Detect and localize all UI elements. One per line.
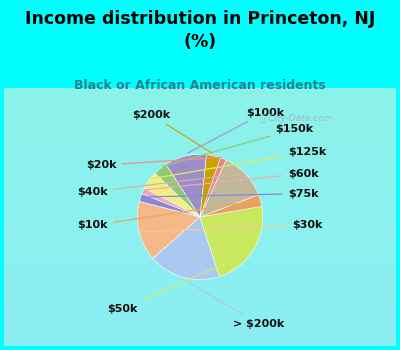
Wedge shape <box>166 154 206 217</box>
Text: $60k: $60k <box>144 169 318 190</box>
Wedge shape <box>200 158 226 217</box>
Wedge shape <box>153 217 220 280</box>
Text: Income distribution in Princeton, NJ
(%): Income distribution in Princeton, NJ (%) <box>25 10 375 51</box>
Wedge shape <box>139 194 200 217</box>
Wedge shape <box>200 195 262 217</box>
Wedge shape <box>200 160 258 217</box>
Text: > $200k: > $200k <box>186 280 285 329</box>
Wedge shape <box>200 206 263 276</box>
Wedge shape <box>142 188 200 217</box>
Wedge shape <box>137 202 200 258</box>
Text: ⓘ City-Data.com: ⓘ City-Data.com <box>260 114 332 123</box>
Text: $200k: $200k <box>133 110 212 153</box>
Text: $75k: $75k <box>142 189 318 198</box>
Text: $30k: $30k <box>140 220 322 232</box>
Text: $125k: $125k <box>150 147 326 179</box>
Wedge shape <box>200 155 220 217</box>
Text: $20k: $20k <box>86 158 221 170</box>
Text: $10k: $10k <box>78 201 259 230</box>
Text: $40k: $40k <box>78 173 244 197</box>
Wedge shape <box>155 164 200 217</box>
Text: $100k: $100k <box>188 107 284 153</box>
Text: $150k: $150k <box>162 124 313 167</box>
Text: $50k: $50k <box>107 251 252 314</box>
Wedge shape <box>144 174 200 217</box>
Text: Black or African American residents: Black or African American residents <box>74 79 326 92</box>
